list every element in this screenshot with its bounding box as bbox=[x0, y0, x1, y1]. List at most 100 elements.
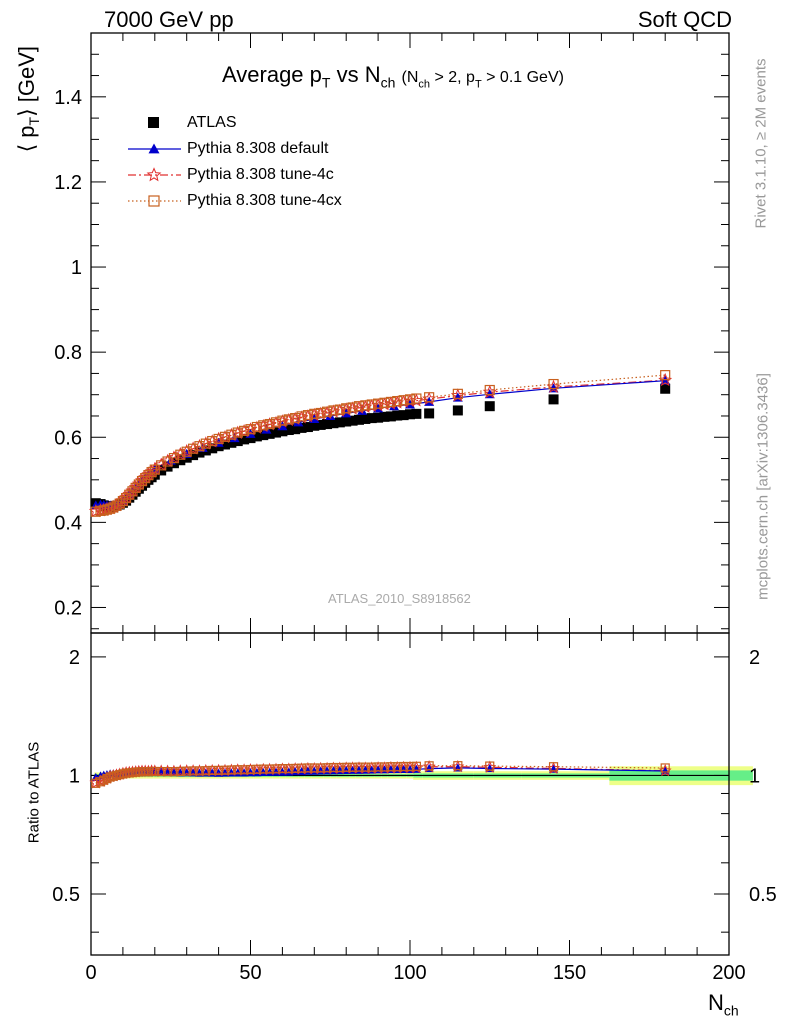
ratio-tune4cx-marker bbox=[411, 761, 421, 771]
atlas-data-point bbox=[347, 415, 358, 426]
ratio-tick-label: 2 bbox=[69, 647, 80, 669]
atlas-data-point bbox=[405, 409, 415, 420]
ratio-tune4cx-marker bbox=[99, 775, 109, 785]
tune4cx-marker bbox=[245, 424, 256, 435]
atlas-data-point bbox=[283, 425, 294, 436]
tune4cx-marker bbox=[213, 433, 224, 445]
ratio-tune4cx-marker bbox=[169, 767, 179, 777]
tune4cx-marker bbox=[239, 425, 250, 436]
title-cut-mid: > 2, p bbox=[430, 69, 475, 86]
atlas-data-point bbox=[277, 426, 288, 437]
default-marker bbox=[213, 437, 224, 447]
y-tick-label: 1.4 bbox=[54, 87, 82, 109]
main-series-layer bbox=[88, 370, 673, 518]
tune4cx-marker bbox=[133, 479, 144, 490]
atlas-data-point bbox=[156, 465, 167, 476]
tune4cx-marker bbox=[108, 502, 119, 513]
ratio-tune4cx-marker bbox=[220, 765, 230, 775]
legend-marker-atlas bbox=[148, 117, 159, 128]
x-tick-label: 100 bbox=[393, 962, 426, 984]
ratio-tune4cx-marker bbox=[367, 762, 377, 772]
atlas-data-point bbox=[322, 419, 333, 430]
tune4cx-marker bbox=[207, 435, 218, 447]
ratio-tune4cx-marker bbox=[399, 761, 409, 772]
tune4cx-marker bbox=[232, 427, 243, 438]
atlas-data-point bbox=[548, 394, 559, 405]
ratio-tune4cx-marker bbox=[239, 765, 249, 775]
atlas-data-point bbox=[334, 417, 345, 428]
y-tick-label: 0.4 bbox=[54, 512, 82, 534]
ratio-tune4cx-marker bbox=[108, 771, 118, 781]
title-cut-end: > 0.1 GeV) bbox=[481, 69, 564, 86]
atlas-data-point bbox=[226, 437, 237, 448]
tune4cx-marker bbox=[136, 475, 148, 487]
title-sub-t: T bbox=[321, 74, 331, 91]
tune4cx-marker bbox=[187, 443, 199, 454]
ratio-tune4cx-marker bbox=[150, 766, 160, 777]
legend-markers bbox=[128, 117, 181, 207]
atlas-data-point bbox=[162, 461, 173, 472]
ratio-tune4cx-marker bbox=[258, 764, 268, 774]
atlas-data-point bbox=[264, 428, 275, 439]
tune4cx-marker bbox=[411, 393, 422, 404]
atlas-data-point bbox=[341, 416, 352, 427]
tune4cx-marker bbox=[347, 402, 358, 413]
ratio-tune4cx-marker bbox=[284, 764, 294, 774]
legend-label-atlas: ATLAS bbox=[187, 114, 237, 131]
atlas-data-point bbox=[296, 422, 307, 433]
tune4cx-marker bbox=[398, 395, 409, 406]
tune4cx-marker bbox=[353, 401, 365, 412]
tune4cx-marker bbox=[373, 398, 384, 409]
ratio-tick-label-right: 2 bbox=[749, 647, 760, 669]
atlas-data-point bbox=[219, 439, 230, 450]
y-tick-label: 0.6 bbox=[54, 427, 82, 449]
tune4cx-marker bbox=[120, 493, 132, 504]
tune4cx-marker bbox=[309, 408, 320, 419]
analysis-watermark: ATLAS_2010_S8918562 bbox=[328, 591, 471, 606]
tune4cx-marker bbox=[114, 498, 125, 509]
atlas-data-point bbox=[207, 443, 218, 454]
header-process-label: Soft QCD bbox=[637, 7, 732, 32]
title-cut-sub-t: T bbox=[474, 78, 482, 91]
tune4cx-marker bbox=[130, 482, 141, 493]
tune4cx-marker bbox=[143, 470, 154, 481]
ratio-tune4cx-marker bbox=[105, 772, 115, 782]
tune4cx-marker bbox=[258, 420, 269, 431]
ratio-tune4cx-marker bbox=[392, 762, 402, 772]
atlas-data-point bbox=[290, 424, 301, 435]
ratio-tune4cx-marker bbox=[111, 770, 122, 781]
ratio-tune4cx-marker bbox=[214, 765, 224, 776]
xlabel-n: N bbox=[708, 990, 724, 1015]
ratio-tune4cx-marker bbox=[309, 763, 319, 773]
tune4cx-marker bbox=[484, 384, 495, 396]
tune4cx-marker bbox=[200, 438, 211, 449]
xlabel-sub-ch: ch bbox=[723, 1002, 739, 1019]
tune4cx-marker bbox=[156, 460, 167, 471]
tune4cx-marker bbox=[302, 410, 314, 421]
tune4cx-marker bbox=[424, 392, 435, 403]
ratio-tune4cx-marker bbox=[405, 761, 415, 772]
atlas-data-point bbox=[188, 450, 199, 461]
atlas-data-point bbox=[392, 410, 403, 421]
ratio-tune4cx-marker bbox=[548, 762, 559, 772]
tune4cx-marker bbox=[366, 399, 377, 410]
atlas-data-point bbox=[411, 408, 422, 419]
tune4cx-marker bbox=[321, 406, 333, 417]
atlas-data-point bbox=[194, 447, 205, 458]
tick-labels: 0 50 100 150 200 0.2 0.4 0.6 0.8 1 1.2 1.4 0.5 1 2 0.5 1… bbox=[52, 87, 777, 984]
ratio-tick-label-right: 1 bbox=[749, 765, 760, 787]
ratio-tune4cx-marker bbox=[303, 763, 313, 773]
ratio-tune4cx-marker bbox=[485, 761, 495, 771]
tune4cx-marker bbox=[315, 407, 326, 419]
atlas-data-point bbox=[373, 412, 384, 423]
tune4cx-marker bbox=[270, 417, 282, 428]
title-cut-open: (N bbox=[401, 69, 419, 86]
ratio-tune4cx-marker bbox=[182, 766, 192, 776]
tune4cx-marker bbox=[283, 414, 294, 425]
title-sub-ch: ch bbox=[380, 74, 396, 91]
y-tick-label: 1.2 bbox=[54, 172, 82, 194]
legend-marker-tune4c bbox=[146, 167, 162, 182]
ratio-tune4cx-marker bbox=[290, 763, 300, 774]
tune4cx-marker bbox=[296, 411, 307, 422]
